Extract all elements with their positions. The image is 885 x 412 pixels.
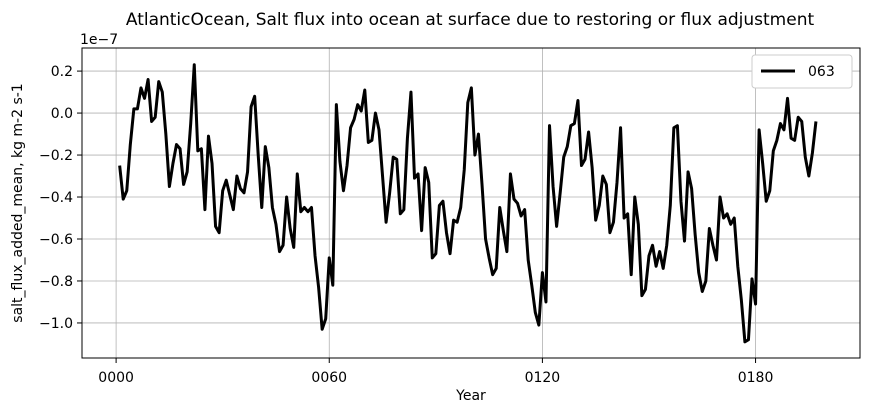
y-offset-label: 1e−7 [80,32,118,48]
x-tick-label: 0180 [738,370,774,386]
y-tick-label: −0.8 [39,274,73,290]
y-tick-label: 0.0 [51,106,73,122]
y-tick-label: −1.0 [39,316,73,332]
chart-title: AtlanticOcean, Salt flux into ocean at s… [126,10,815,30]
y-tick-label: 0.2 [51,64,73,80]
legend-label: 063 [808,64,835,80]
x-tick-label: 0000 [98,370,134,386]
x-tick-label: 0120 [525,370,561,386]
y-tick-label: −0.2 [39,148,73,164]
plot-frame [81,47,861,359]
y-tick-label: −0.4 [39,190,73,206]
x-tick-label: 0060 [311,370,347,386]
y-axis-label: salt_flux_added_mean, kg m-2 s-1 [10,83,26,322]
y-tick-label: −0.6 [39,232,73,248]
x-axis-label: Year [455,388,486,404]
data-line [118,63,818,344]
legend-box [751,54,853,89]
